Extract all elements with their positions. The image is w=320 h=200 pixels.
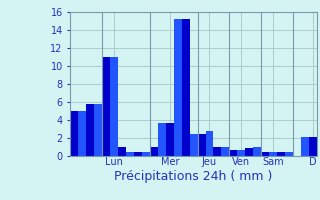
Bar: [221, 147, 229, 156]
Bar: [78, 111, 86, 156]
Bar: [166, 123, 174, 156]
Bar: [86, 104, 94, 156]
Bar: [94, 104, 102, 156]
Bar: [102, 57, 110, 156]
Bar: [182, 19, 190, 156]
Bar: [197, 134, 205, 156]
Bar: [110, 57, 118, 156]
Bar: [142, 152, 150, 156]
Bar: [174, 19, 182, 156]
Bar: [134, 152, 142, 156]
Bar: [70, 111, 78, 156]
Bar: [245, 148, 253, 156]
Bar: [261, 152, 269, 156]
Bar: [150, 147, 158, 156]
Bar: [253, 147, 261, 156]
Bar: [213, 147, 221, 156]
Bar: [277, 152, 285, 156]
Bar: [126, 152, 134, 156]
Bar: [118, 147, 126, 156]
Bar: [301, 137, 309, 156]
Bar: [205, 131, 213, 156]
Bar: [229, 150, 237, 156]
Bar: [309, 137, 317, 156]
Bar: [285, 152, 293, 156]
Bar: [269, 152, 277, 156]
X-axis label: Précipitations 24h ( mm ): Précipitations 24h ( mm ): [115, 170, 273, 183]
Bar: [237, 150, 245, 156]
Bar: [190, 134, 197, 156]
Bar: [158, 123, 166, 156]
